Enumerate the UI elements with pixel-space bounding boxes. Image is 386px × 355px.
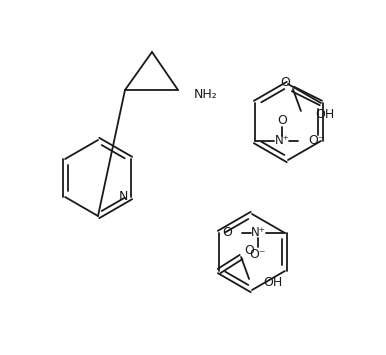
Text: O: O: [244, 244, 254, 257]
Text: N⁺: N⁺: [275, 135, 290, 147]
Text: NH₂: NH₂: [194, 87, 218, 100]
Text: O: O: [280, 76, 290, 88]
Text: O⁻: O⁻: [250, 248, 266, 262]
Text: O: O: [222, 226, 232, 240]
Text: N: N: [119, 191, 129, 203]
Text: O⁻: O⁻: [308, 135, 325, 147]
Text: N⁺: N⁺: [251, 226, 265, 240]
Text: OH: OH: [263, 277, 282, 289]
Text: OH: OH: [315, 109, 334, 121]
Text: O: O: [277, 114, 287, 126]
